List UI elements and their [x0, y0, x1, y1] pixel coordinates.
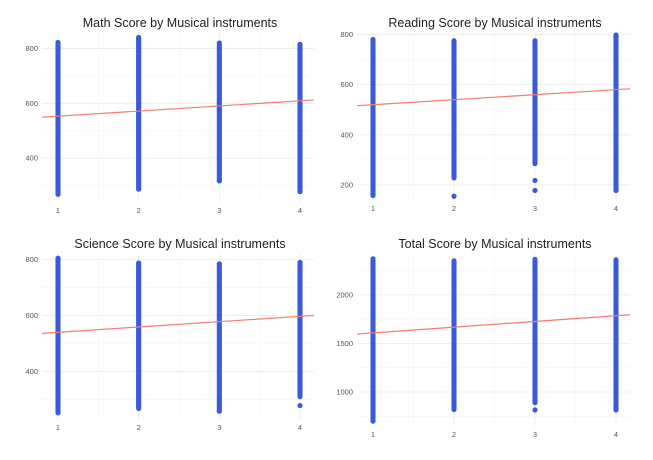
- data-point: [370, 192, 376, 199]
- y-tick-label: 1500: [336, 339, 353, 348]
- point-column: [613, 257, 619, 413]
- point-column: [136, 34, 142, 192]
- x-tick-label: 4: [614, 204, 618, 213]
- x-tick-label: 3: [217, 423, 221, 432]
- point-column: [532, 256, 538, 406]
- y-tick-label: 800: [25, 255, 38, 264]
- data-point: [297, 188, 303, 195]
- y-tick-label: 2000: [336, 290, 353, 299]
- outlier-point: [532, 187, 538, 194]
- chart-title: Math Score by Musical instruments: [83, 16, 278, 30]
- data-point: [451, 406, 457, 413]
- y-tick-label: 800: [340, 30, 353, 39]
- x-tick-label: 4: [298, 423, 302, 432]
- data-point: [136, 186, 142, 192]
- x-tick-label: 1: [56, 206, 60, 215]
- x-tick-label: 1: [56, 423, 60, 432]
- data-point: [451, 175, 457, 181]
- reading-score-panel: Reading Score by Musical instruments 1 2 3…: [340, 16, 631, 213]
- science-score-panel: Science Score by Musical instruments 1 2 3…: [25, 237, 315, 432]
- y-tick-label: 600: [25, 99, 38, 108]
- data-point: [136, 405, 142, 411]
- point-column: [55, 255, 61, 416]
- trend-line: [41, 314, 315, 334]
- x-tick-label: 4: [298, 206, 302, 215]
- y-tick-label: 800: [25, 44, 38, 53]
- point-column: [451, 258, 457, 413]
- point-column: [370, 36, 376, 199]
- trend-line: [41, 99, 315, 118]
- outlier-point: [532, 407, 538, 413]
- point-column: [136, 260, 142, 411]
- data-point: [216, 178, 222, 184]
- data-point: [297, 394, 303, 400]
- data-point: [532, 400, 538, 406]
- point-column: [297, 259, 303, 400]
- x-tick-label: 3: [533, 204, 537, 213]
- y-tick-label: 400: [25, 154, 38, 163]
- x-tick-label: 3: [217, 206, 221, 215]
- point-column: [613, 32, 619, 194]
- y-tick-label: 1000: [336, 387, 353, 396]
- data-point: [370, 418, 376, 424]
- data-point: [532, 161, 538, 167]
- point-column: [216, 261, 222, 414]
- x-tick-label: 2: [137, 423, 141, 432]
- chart-title: Science Score by Musical instruments: [74, 237, 285, 251]
- point-column: [55, 39, 61, 197]
- data-point: [613, 407, 619, 413]
- outlier-point: [451, 193, 457, 199]
- x-tick-label: 2: [452, 430, 456, 439]
- y-tick-label: 600: [25, 311, 38, 320]
- outlier-point: [532, 177, 538, 184]
- data-point: [55, 410, 61, 416]
- x-tick-label: 3: [533, 430, 537, 439]
- data-point: [55, 191, 61, 197]
- point-column: [216, 40, 222, 184]
- trend-line: [356, 88, 631, 107]
- x-tick-label: 1: [371, 430, 375, 439]
- x-tick-label: 2: [452, 204, 456, 213]
- data-point: [216, 408, 222, 414]
- x-tick-label: 1: [371, 204, 375, 213]
- chart-title: Total Score by Musical instruments: [398, 237, 591, 251]
- point-column: [370, 256, 376, 424]
- outlier-point: [297, 402, 303, 409]
- point-column: [451, 38, 457, 181]
- point-column: [297, 41, 303, 195]
- y-tick-label: 600: [340, 80, 353, 89]
- x-tick-label: 2: [137, 206, 141, 215]
- y-tick-label: 200: [340, 180, 353, 189]
- y-tick-label: 400: [25, 367, 38, 376]
- math-score-panel: Math Score by Musical instruments 1 2 3 4 40…: [25, 16, 315, 215]
- y-tick-label: 400: [340, 130, 353, 139]
- x-tick-label: 4: [614, 430, 618, 439]
- chart-title: Reading Score by Musical instruments: [388, 16, 601, 30]
- point-column: [532, 38, 538, 167]
- trend-line: [356, 314, 631, 335]
- total-score-panel: Total Score by Musical instruments 1 2 3 4 1…: [336, 237, 631, 439]
- data-point: [613, 187, 619, 194]
